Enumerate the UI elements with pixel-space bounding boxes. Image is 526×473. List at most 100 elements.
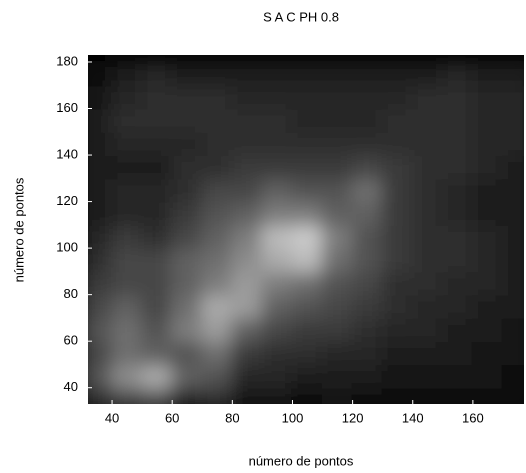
heat-cell [231, 84, 264, 110]
heat-cell [201, 293, 234, 319]
y-tick-label: 60 [64, 333, 78, 348]
heat-cell [411, 270, 444, 296]
heat-cell [411, 363, 444, 389]
heat-cell [111, 340, 144, 366]
heat-cell [411, 200, 444, 226]
x-tick-label: 60 [165, 410, 179, 425]
heat-cell [141, 107, 174, 133]
heat-cell [351, 247, 384, 273]
heat-cell [111, 154, 144, 180]
heat-cell [88, 177, 114, 203]
heat-cell [201, 130, 234, 157]
heat-cell [381, 247, 414, 273]
y-axis-label: número de pontos [11, 177, 26, 282]
heat-cell [261, 363, 294, 389]
heat-cell [411, 316, 444, 343]
heat-cell [171, 84, 204, 110]
heat-cell [231, 270, 264, 296]
heat-cell [471, 363, 504, 389]
heat-cell [411, 340, 444, 366]
heat-cell [411, 107, 444, 133]
x-axis-label: número de pontos [249, 453, 354, 468]
heat-cell [171, 270, 204, 296]
heat-cell [201, 84, 234, 110]
heat-cell [291, 363, 324, 389]
heat-cell [111, 223, 144, 250]
heat-cell [231, 363, 264, 389]
heat-cell [441, 316, 474, 343]
heat-cell [411, 247, 444, 273]
heat-cell [321, 223, 354, 250]
heat-cell [501, 84, 524, 110]
heat-cell [381, 340, 414, 366]
heat-cell [381, 293, 414, 319]
heat-cell [471, 154, 504, 180]
heat-cell [291, 154, 324, 180]
heat-cell [261, 154, 294, 180]
heat-cell [381, 60, 414, 87]
heat-cell [141, 386, 174, 404]
heat-cell [231, 316, 264, 343]
heat-cell [321, 84, 354, 110]
heat-cell [411, 386, 444, 404]
heat-cell [501, 293, 524, 319]
heat-cell [88, 60, 114, 87]
heat-cell [171, 107, 204, 133]
heat-cell [111, 386, 144, 404]
heat-cell [351, 130, 384, 157]
heat-cell [381, 223, 414, 250]
heat-cell [261, 247, 294, 273]
heat-cell [88, 316, 114, 343]
heat-cell [441, 60, 474, 87]
heat-cell [111, 247, 144, 273]
heat-cell [441, 177, 474, 203]
heat-cell [501, 200, 524, 226]
heat-cell [471, 316, 504, 343]
heat-cell [471, 177, 504, 203]
heat-cell [171, 363, 204, 389]
heat-cell [88, 200, 114, 226]
heat-cell [411, 223, 444, 250]
heat-cell [201, 270, 234, 296]
heat-cell [471, 107, 504, 133]
heat-cell [501, 340, 524, 366]
heat-cell [381, 270, 414, 296]
heat-cell [171, 177, 204, 203]
heat-cell [171, 154, 204, 180]
heat-cell [321, 316, 354, 343]
heat-cell [291, 130, 324, 157]
heat-cell [88, 154, 114, 180]
heat-cell [231, 386, 264, 404]
heat-cell [441, 154, 474, 180]
heat-cell [501, 154, 524, 180]
heat-cell [471, 340, 504, 366]
heat-cell [441, 363, 474, 389]
heat-cell [441, 386, 474, 404]
heat-cell [171, 247, 204, 273]
heat-cell [88, 107, 114, 133]
heat-cell [201, 107, 234, 133]
heat-cell [141, 154, 174, 180]
heat-cell [411, 293, 444, 319]
heat-cell [171, 60, 204, 87]
heat-cell [381, 316, 414, 343]
heat-cell [141, 247, 174, 273]
heat-cell [381, 177, 414, 203]
heat-cell [471, 84, 504, 110]
heat-cell [291, 316, 324, 343]
y-tick-label: 180 [56, 53, 78, 68]
x-tick-label: 40 [105, 410, 119, 425]
heat-cell [88, 270, 114, 296]
heat-cell [351, 84, 384, 110]
heat-cell [411, 177, 444, 203]
heat-cell [351, 270, 384, 296]
heat-cell [381, 386, 414, 404]
heat-cell [351, 200, 384, 226]
heat-cell [111, 107, 144, 133]
heat-cell [471, 386, 504, 404]
heat-cell [261, 340, 294, 366]
heat-cell [381, 107, 414, 133]
heat-cell [231, 340, 264, 366]
heat-cell [201, 223, 234, 250]
